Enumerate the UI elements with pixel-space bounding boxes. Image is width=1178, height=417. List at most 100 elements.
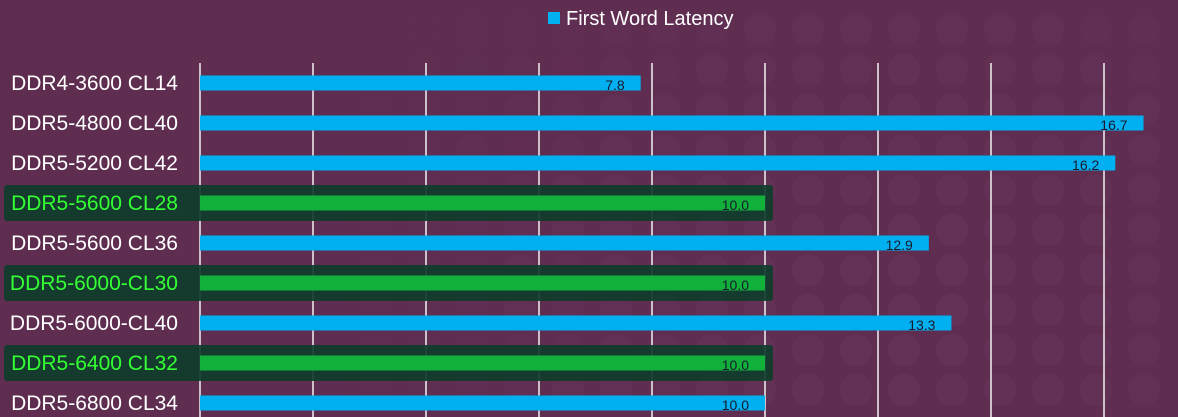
watermark-dot xyxy=(792,334,824,366)
watermark-dot xyxy=(984,54,1016,86)
watermark-dot xyxy=(1128,14,1160,46)
watermark-dot xyxy=(936,214,968,246)
watermark-dot xyxy=(1128,334,1160,366)
watermark-dot xyxy=(936,174,968,206)
watermark-dot xyxy=(1080,14,1112,46)
watermark-dot xyxy=(72,94,104,126)
category-labels: DDR4-3600 CL14 DDR5-4800 CL40 DDR5-5200 CL… xyxy=(10,72,178,415)
watermark-dot xyxy=(792,54,824,86)
watermark-dot xyxy=(1080,174,1112,206)
bar xyxy=(200,235,929,251)
watermark-dot xyxy=(840,174,872,206)
watermark-dot xyxy=(24,54,56,86)
legend-swatch xyxy=(548,12,560,24)
watermark-dot xyxy=(792,14,824,46)
category-label: DDR5-6800 CL34 xyxy=(11,392,178,415)
legend: First Word Latency xyxy=(548,8,733,30)
watermark-dot xyxy=(120,54,152,86)
watermark-dot xyxy=(72,294,104,326)
watermark-dot xyxy=(984,254,1016,286)
watermark-dot xyxy=(888,54,920,86)
watermark-dot xyxy=(120,134,152,166)
value-label: 10.0 xyxy=(722,277,749,293)
watermark-dot xyxy=(24,374,56,406)
watermark-dot xyxy=(792,374,824,406)
watermark-dot xyxy=(984,374,1016,406)
watermark-dot xyxy=(120,374,152,406)
watermark-dot xyxy=(936,54,968,86)
watermark-dot xyxy=(984,214,1016,246)
value-label: 12.9 xyxy=(886,237,913,253)
watermark-dot xyxy=(1128,54,1160,86)
category-label: DDR5-6000-CL40 xyxy=(10,312,178,335)
watermark-dot xyxy=(408,14,440,46)
watermark-dot xyxy=(72,134,104,166)
watermark-dot xyxy=(744,14,776,46)
category-label: DDR5-5600 CL36 xyxy=(11,232,178,255)
watermark-dot xyxy=(72,374,104,406)
watermark-dot xyxy=(648,14,680,46)
watermark-dot xyxy=(312,14,344,46)
watermark-dot xyxy=(168,294,200,326)
watermark-dot xyxy=(120,94,152,126)
watermark-dot xyxy=(24,294,56,326)
watermark-dot xyxy=(984,14,1016,46)
bar xyxy=(200,155,1116,171)
watermark-dot xyxy=(72,214,104,246)
value-labels: 7.8 16.7 16.2 10.0 12.9 10.0 13.3 10.0 10.0 xyxy=(605,77,1128,413)
watermark-dot xyxy=(888,174,920,206)
watermark-dot xyxy=(1032,14,1064,46)
watermark-dot xyxy=(1032,54,1064,86)
value-label: 16.2 xyxy=(1072,157,1099,173)
watermark-dot xyxy=(744,54,776,86)
watermark-dot xyxy=(24,134,56,166)
watermark-dot xyxy=(168,134,200,166)
value-label: 13.3 xyxy=(908,317,935,333)
category-label: DDR5-6400 CL32 xyxy=(11,352,178,375)
watermark-dot xyxy=(168,374,200,406)
watermark-dot xyxy=(456,14,488,46)
watermark-dot xyxy=(696,54,728,86)
value-label: 10.0 xyxy=(722,397,749,413)
watermark-dot xyxy=(936,254,968,286)
legend-label: First Word Latency xyxy=(566,8,733,30)
watermark-dot xyxy=(168,14,200,46)
category-label: DDR5-6000-CL30 xyxy=(10,272,178,295)
watermark-dot xyxy=(840,334,872,366)
watermark-dot xyxy=(936,334,968,366)
watermark-dot xyxy=(1080,374,1112,406)
watermark-dot xyxy=(1080,334,1112,366)
watermark-dot xyxy=(264,14,296,46)
watermark-dot xyxy=(120,14,152,46)
watermark-dot xyxy=(1128,214,1160,246)
bars xyxy=(200,75,1144,411)
watermark-dot xyxy=(888,14,920,46)
watermark-dot xyxy=(984,174,1016,206)
watermark-dot xyxy=(120,214,152,246)
watermark-dot xyxy=(24,14,56,46)
watermark-dot xyxy=(1032,254,1064,286)
value-label: 10.0 xyxy=(722,197,749,213)
watermark-dot xyxy=(1128,254,1160,286)
bar xyxy=(200,395,765,411)
bar xyxy=(200,355,765,371)
watermark-dot xyxy=(888,254,920,286)
watermark-dot xyxy=(216,14,248,46)
watermark-dot xyxy=(936,14,968,46)
watermark-dot xyxy=(840,14,872,46)
watermark-dot xyxy=(840,54,872,86)
watermark-dot xyxy=(888,334,920,366)
watermark-dot xyxy=(1080,54,1112,86)
bar xyxy=(200,75,641,91)
category-label: DDR5-5600 CL28 xyxy=(11,192,178,215)
watermark-dot xyxy=(360,14,392,46)
category-label: DDR5-4800 CL40 xyxy=(11,112,178,135)
watermark-dot xyxy=(504,14,536,46)
category-label: DDR4-3600 CL14 xyxy=(11,72,178,95)
watermark-dot xyxy=(168,54,200,86)
watermark-dot xyxy=(24,214,56,246)
watermark-dot xyxy=(1128,294,1160,326)
watermark-dot xyxy=(840,374,872,406)
watermark-dot xyxy=(168,94,200,126)
